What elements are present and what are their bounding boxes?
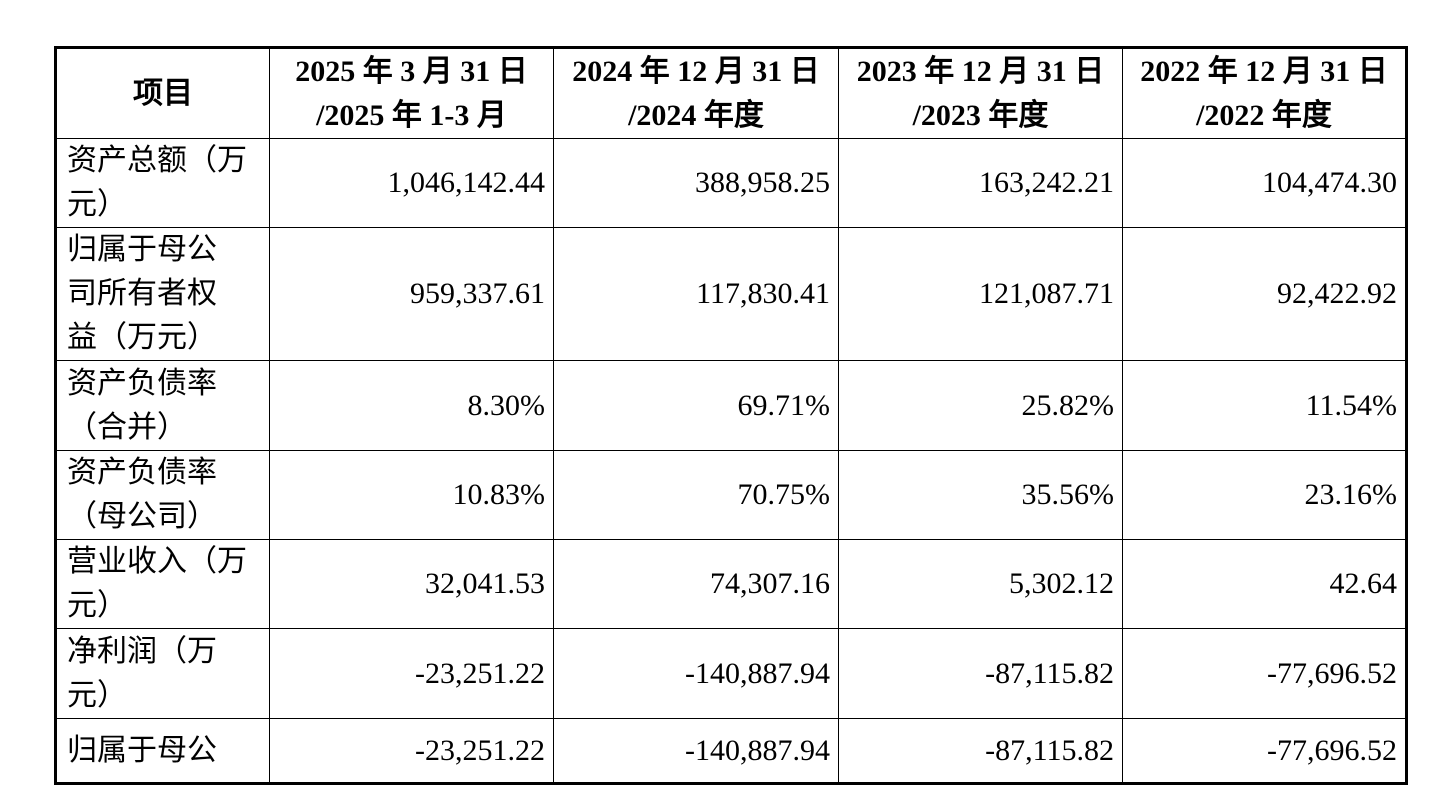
cell-line: 2024 年 12 月 31 日	[572, 54, 820, 88]
value-cell: 104,474.30	[1122, 138, 1407, 228]
financial-table: 项目 2025 年 3 月 31 日/2025 年 1-3 月 2024 年 12 …	[54, 46, 1408, 785]
cell-line: 2022 年 12 月 31 日	[1140, 54, 1388, 88]
cell-line: 资产负债率	[67, 366, 217, 400]
cell-line: 净利润（万	[67, 634, 217, 668]
value-cell: 8.30%	[269, 360, 554, 451]
value-cell: -77,696.52	[1122, 718, 1407, 784]
header-cell: 2022 年 12 月 31 日/2022 年度	[1122, 47, 1407, 139]
row-label: 资产负债率 （母公司）	[55, 450, 270, 540]
header-cell: 2023 年 12 月 31 日/2023 年度	[838, 47, 1123, 139]
cell-line: 归属于母公	[67, 233, 217, 266]
cell-line: 元）	[67, 188, 127, 221]
header-cell: 项目	[55, 47, 270, 139]
cell-line: /2024 年度	[628, 98, 764, 132]
cell-line: 资产总额（万	[67, 144, 247, 177]
cell-line: 营业收入（万	[67, 545, 247, 578]
value-cell: -23,251.22	[269, 718, 554, 784]
row-label: 资产总额（万 元）	[55, 138, 270, 228]
table-row: 归属于母公 司所有者权 益（万元） 959,337.61 117,830.41 121,0…	[55, 227, 1407, 361]
cell-line: 司所有者权	[67, 277, 217, 310]
table-row: 净利润（万 元） -23,251.22 -140,887.94 -87,115.82 -7…	[55, 628, 1407, 719]
value-cell: 32,041.53	[269, 539, 554, 629]
cell-line: 2023 年 12 月 31 日	[856, 54, 1105, 88]
value-cell: 163,242.21	[838, 138, 1123, 228]
header-cell: 2025 年 3 月 31 日/2025 年 1-3 月	[269, 47, 554, 139]
value-cell: 92,422.92	[1122, 227, 1407, 361]
value-cell: 388,958.25	[553, 138, 839, 228]
value-cell: -140,887.94	[553, 718, 839, 784]
value-cell: -87,115.82	[838, 718, 1123, 784]
value-cell: 35.56%	[838, 450, 1123, 540]
cell-line: /2022 年度	[1196, 98, 1332, 132]
cell-line: （母公司）	[67, 500, 217, 533]
header-cell: 2024 年 12 月 31 日/2024 年度	[553, 47, 839, 139]
table-row: 归属于母公 -23,251.22 -140,887.94 -87,115.82 -77,…	[55, 718, 1407, 784]
cell-line: 项目	[133, 76, 193, 110]
cell-line: 益（万元）	[67, 321, 217, 354]
value-cell: 5,302.12	[838, 539, 1123, 629]
row-label: 净利润（万元）	[55, 628, 270, 719]
row-label: 归属于母公	[55, 718, 270, 784]
value-cell: 121,087.71	[838, 227, 1123, 361]
value-cell: 42.64	[1122, 539, 1407, 629]
cell-line: 2025 年 3 月 31 日	[295, 54, 528, 88]
cell-line: /2025 年 1-3 月	[316, 98, 507, 132]
value-cell: 23.16%	[1122, 450, 1407, 540]
table-row: 营业收入（万 元） 32,041.53 74,307.16 5,302.12 42.64	[55, 539, 1407, 629]
value-cell: 117,830.41	[553, 227, 839, 361]
value-cell: -77,696.52	[1122, 628, 1407, 719]
header-row: 项目 2025 年 3 月 31 日/2025 年 1-3 月 2024 年 12 …	[55, 47, 1407, 139]
value-cell: 11.54%	[1122, 360, 1407, 451]
cell-line: 归属于母公	[67, 733, 217, 767]
value-cell: 74,307.16	[553, 539, 839, 629]
value-cell: -140,887.94	[553, 628, 839, 719]
cell-line: 元）	[67, 678, 127, 712]
table-row: 资产负债率 （合并） 8.30% 69.71% 25.82% 11.54%	[55, 360, 1407, 451]
value-cell: 69.71%	[553, 360, 839, 451]
value-cell: 25.82%	[838, 360, 1123, 451]
table-row: 资产总额（万 元） 1,046,142.44 388,958.25 163,242.21…	[55, 138, 1407, 228]
value-cell: -23,251.22	[269, 628, 554, 719]
cell-line: （合并）	[67, 410, 187, 444]
cell-line: 元）	[67, 589, 127, 622]
value-cell: 10.83%	[269, 450, 554, 540]
value-cell: 70.75%	[553, 450, 839, 540]
cell-line: /2023 年度	[912, 98, 1049, 132]
row-label: 资产负债率 （合并）	[55, 360, 270, 451]
row-label: 营业收入（万 元）	[55, 539, 270, 629]
value-cell: 1,046,142.44	[269, 138, 554, 228]
row-label: 归属于母公司所有者权益（万元）	[55, 227, 270, 361]
value-cell: 959,337.61	[269, 227, 554, 361]
cell-line: 资产负债率	[67, 456, 217, 489]
value-cell: -87,115.82	[838, 628, 1123, 719]
table-row: 资产负债率 （母公司） 10.83% 70.75% 35.56% 23.16%	[55, 450, 1407, 540]
